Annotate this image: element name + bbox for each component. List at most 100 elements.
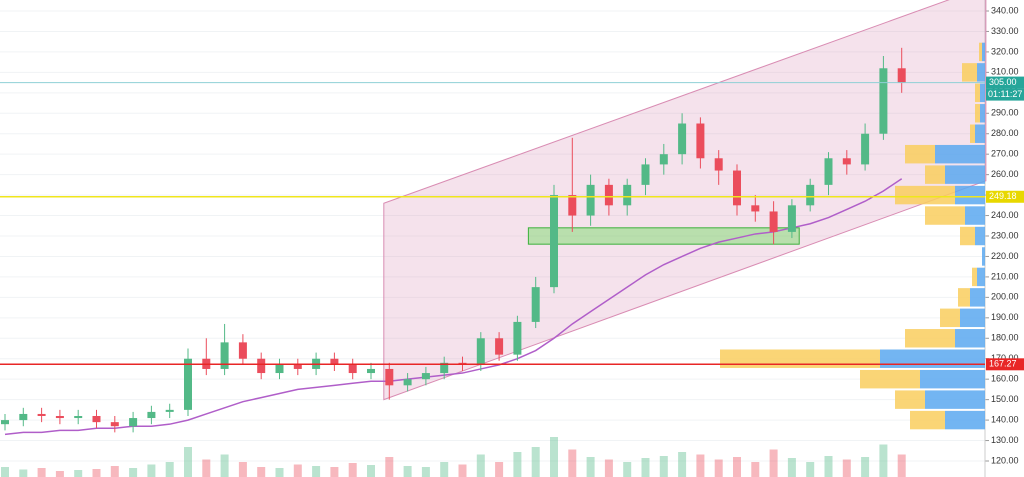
volume-bar (550, 437, 558, 477)
volume-bar (751, 462, 760, 477)
profile-up (955, 329, 985, 348)
volume-bar (861, 457, 870, 477)
candle-body (147, 411, 156, 419)
profile-up (960, 308, 985, 328)
candle-body (678, 123, 687, 155)
profile-up (920, 369, 985, 389)
candle-body (604, 184, 613, 206)
candle-body (861, 133, 870, 165)
profile-down (905, 329, 955, 348)
profile-up (980, 83, 985, 103)
volume-bar (202, 459, 211, 477)
candle-body (129, 418, 138, 427)
candle-body (403, 379, 412, 386)
profile-down (979, 42, 982, 62)
volume-bar (586, 457, 595, 477)
volume-bar (421, 467, 430, 477)
profile-up (982, 247, 985, 266)
volume-bar (92, 469, 101, 477)
candle-body (568, 195, 577, 216)
y-tick-label: 190.00 (991, 312, 1019, 322)
candle-body (513, 321, 522, 355)
candle-body (385, 368, 394, 386)
candle-body (641, 164, 650, 185)
candle-body (275, 364, 284, 374)
moving-average (4, 178, 903, 436)
candle-body (421, 373, 430, 380)
profile-up (880, 349, 985, 368)
candle-body (495, 338, 504, 355)
profile-up (975, 124, 985, 143)
volume-bar (293, 464, 302, 477)
candle-body (367, 368, 375, 374)
volume-bar (641, 458, 650, 477)
volume-bar (110, 466, 119, 477)
volume-bar (458, 464, 467, 477)
candle-body (184, 358, 192, 410)
candle-body (659, 154, 668, 165)
profile-up (975, 226, 985, 246)
countdown: 01:11:27 (988, 89, 1022, 99)
volume-bar (714, 459, 723, 477)
profile-down (895, 390, 925, 409)
candle-body (806, 184, 815, 206)
y-tick-label: 320.00 (991, 46, 1019, 56)
y-tick-label: 280.00 (991, 128, 1019, 138)
y-tick-label: 200.00 (991, 292, 1019, 302)
y-tick-label: 220.00 (991, 251, 1019, 261)
volume-bar (257, 467, 266, 477)
volume-bar (238, 462, 247, 477)
volume-bar (897, 454, 906, 477)
y-tick-label: 180.00 (991, 333, 1019, 343)
candle-body (37, 413, 46, 416)
price-tag (986, 190, 1024, 203)
candle-body (165, 409, 174, 412)
volume-bar (147, 464, 156, 477)
profile-down (972, 267, 977, 287)
profile-down (910, 410, 945, 430)
y-tick-label: 130.00 (991, 435, 1019, 445)
profile-down (975, 104, 980, 123)
y-tick-label: 150.00 (991, 394, 1019, 404)
y-tick-label: 340.00 (991, 5, 1019, 15)
volume-bar (55, 471, 64, 477)
volume-bar (678, 452, 687, 477)
countdown-tag (986, 88, 1024, 101)
candle-body (74, 416, 83, 419)
candle-body (714, 158, 723, 171)
candle-body (586, 184, 595, 216)
profile-down (940, 308, 960, 328)
volume-bar (787, 458, 796, 477)
profile-up (925, 390, 985, 409)
candle-body (348, 364, 357, 374)
price-tag (986, 76, 1024, 89)
y-tick-label: 120.00 (991, 455, 1019, 465)
volume-bar (568, 449, 577, 477)
profile-up (935, 144, 985, 164)
volume-bar (385, 457, 394, 477)
volume-bar (37, 468, 46, 477)
volume-bar (19, 469, 28, 477)
volume-bar (330, 467, 339, 477)
volume-bar (806, 462, 815, 477)
support-zone (527, 227, 800, 245)
candle-body (531, 287, 540, 322)
candle-body (110, 422, 119, 427)
y-tick-label: 230.00 (991, 230, 1019, 240)
volume-bar (403, 466, 412, 477)
y-tick-label: 160.00 (991, 374, 1019, 384)
volume-bar (184, 447, 192, 477)
volume-bar (513, 452, 522, 477)
profile-up (977, 63, 985, 82)
profile-down (860, 369, 920, 389)
profile-up (970, 288, 985, 307)
profile-up (965, 206, 985, 225)
candle-body (623, 184, 632, 206)
y-tick-label: 240.00 (991, 210, 1019, 220)
volume-bar (129, 468, 138, 477)
profile-down (925, 165, 945, 184)
volume-bar (879, 444, 888, 477)
profile-down (720, 349, 880, 368)
y-tick-label: 310.00 (991, 67, 1019, 77)
